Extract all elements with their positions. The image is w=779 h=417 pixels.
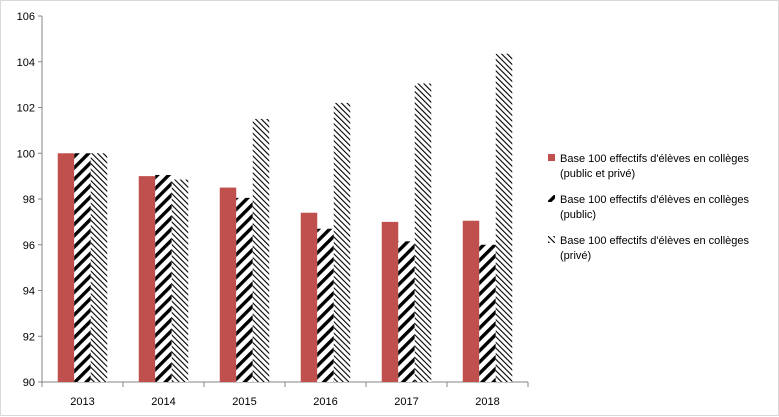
y-tick-label: 106	[17, 11, 35, 23]
tick-labels: 90 92 94 96 98 100 102 104 106 2013 2014 2015 2016 20…	[17, 11, 500, 408]
x-tick-label: 2013	[70, 396, 94, 408]
legend-label: (public et privé)	[560, 168, 635, 180]
bar-prive-2013	[90, 153, 108, 382]
bar-public-2016	[317, 228, 334, 382]
legend-label: Base 100 effectifs d'élèves en collèges	[560, 194, 750, 206]
bar-prive-2014	[171, 179, 189, 382]
legend-label: (public)	[560, 209, 596, 221]
bar-total-2017	[381, 221, 399, 382]
bar-total-2015	[219, 187, 237, 382]
legend-item-prive: Base 100 effectifs d'élèves en collèges (…	[548, 235, 750, 262]
legend-item-total: Base 100 effectifs d'élèves en collèges (…	[548, 153, 750, 180]
legend-swatch	[548, 195, 555, 202]
legend-swatch	[548, 236, 555, 243]
y-tick-label: 96	[23, 240, 35, 252]
bar-public-2018	[479, 244, 496, 382]
bar-public-2015	[236, 197, 253, 382]
legend-swatch	[548, 154, 555, 161]
y-tick-label: 94	[23, 286, 35, 298]
bar-prive-2015	[252, 118, 270, 382]
bar-prive-2016	[333, 102, 351, 383]
y-tick-label: 98	[23, 194, 35, 206]
y-tick-label: 102	[17, 103, 35, 115]
y-tick-label: 100	[17, 148, 35, 160]
legend-label: Base 100 effectifs d'élèves en collèges	[560, 153, 750, 165]
legend-item-public: Base 100 effectifs d'élèves en collèges (…	[548, 194, 750, 221]
bar-total-2013	[57, 153, 75, 382]
x-tick-label: 2014	[151, 396, 175, 408]
y-tick-label: 90	[23, 377, 35, 389]
x-tick-label: 2018	[475, 396, 499, 408]
axes	[38, 15, 529, 387]
x-tick-label: 2015	[232, 396, 256, 408]
legend: Base 100 effectifs d'élèves en collèges (…	[548, 153, 750, 262]
bar-total-2014	[138, 176, 156, 382]
legend-label: Base 100 effectifs d'élèves en collèges	[560, 235, 750, 247]
y-tick-label: 104	[17, 57, 35, 69]
legend-label: (privé)	[560, 250, 591, 262]
bar-public-2017	[398, 241, 415, 382]
x-tick-label: 2016	[313, 396, 337, 408]
bars	[57, 53, 513, 383]
bar-public-2014	[155, 174, 172, 382]
bar-total-2016	[300, 212, 318, 382]
bar-total-2018	[462, 220, 480, 382]
bar-prive-2018	[495, 53, 513, 383]
x-tick-label: 2017	[394, 396, 418, 408]
y-tick-label: 92	[23, 331, 35, 343]
bar-prive-2017	[414, 83, 432, 382]
bar-public-2013	[74, 153, 91, 382]
